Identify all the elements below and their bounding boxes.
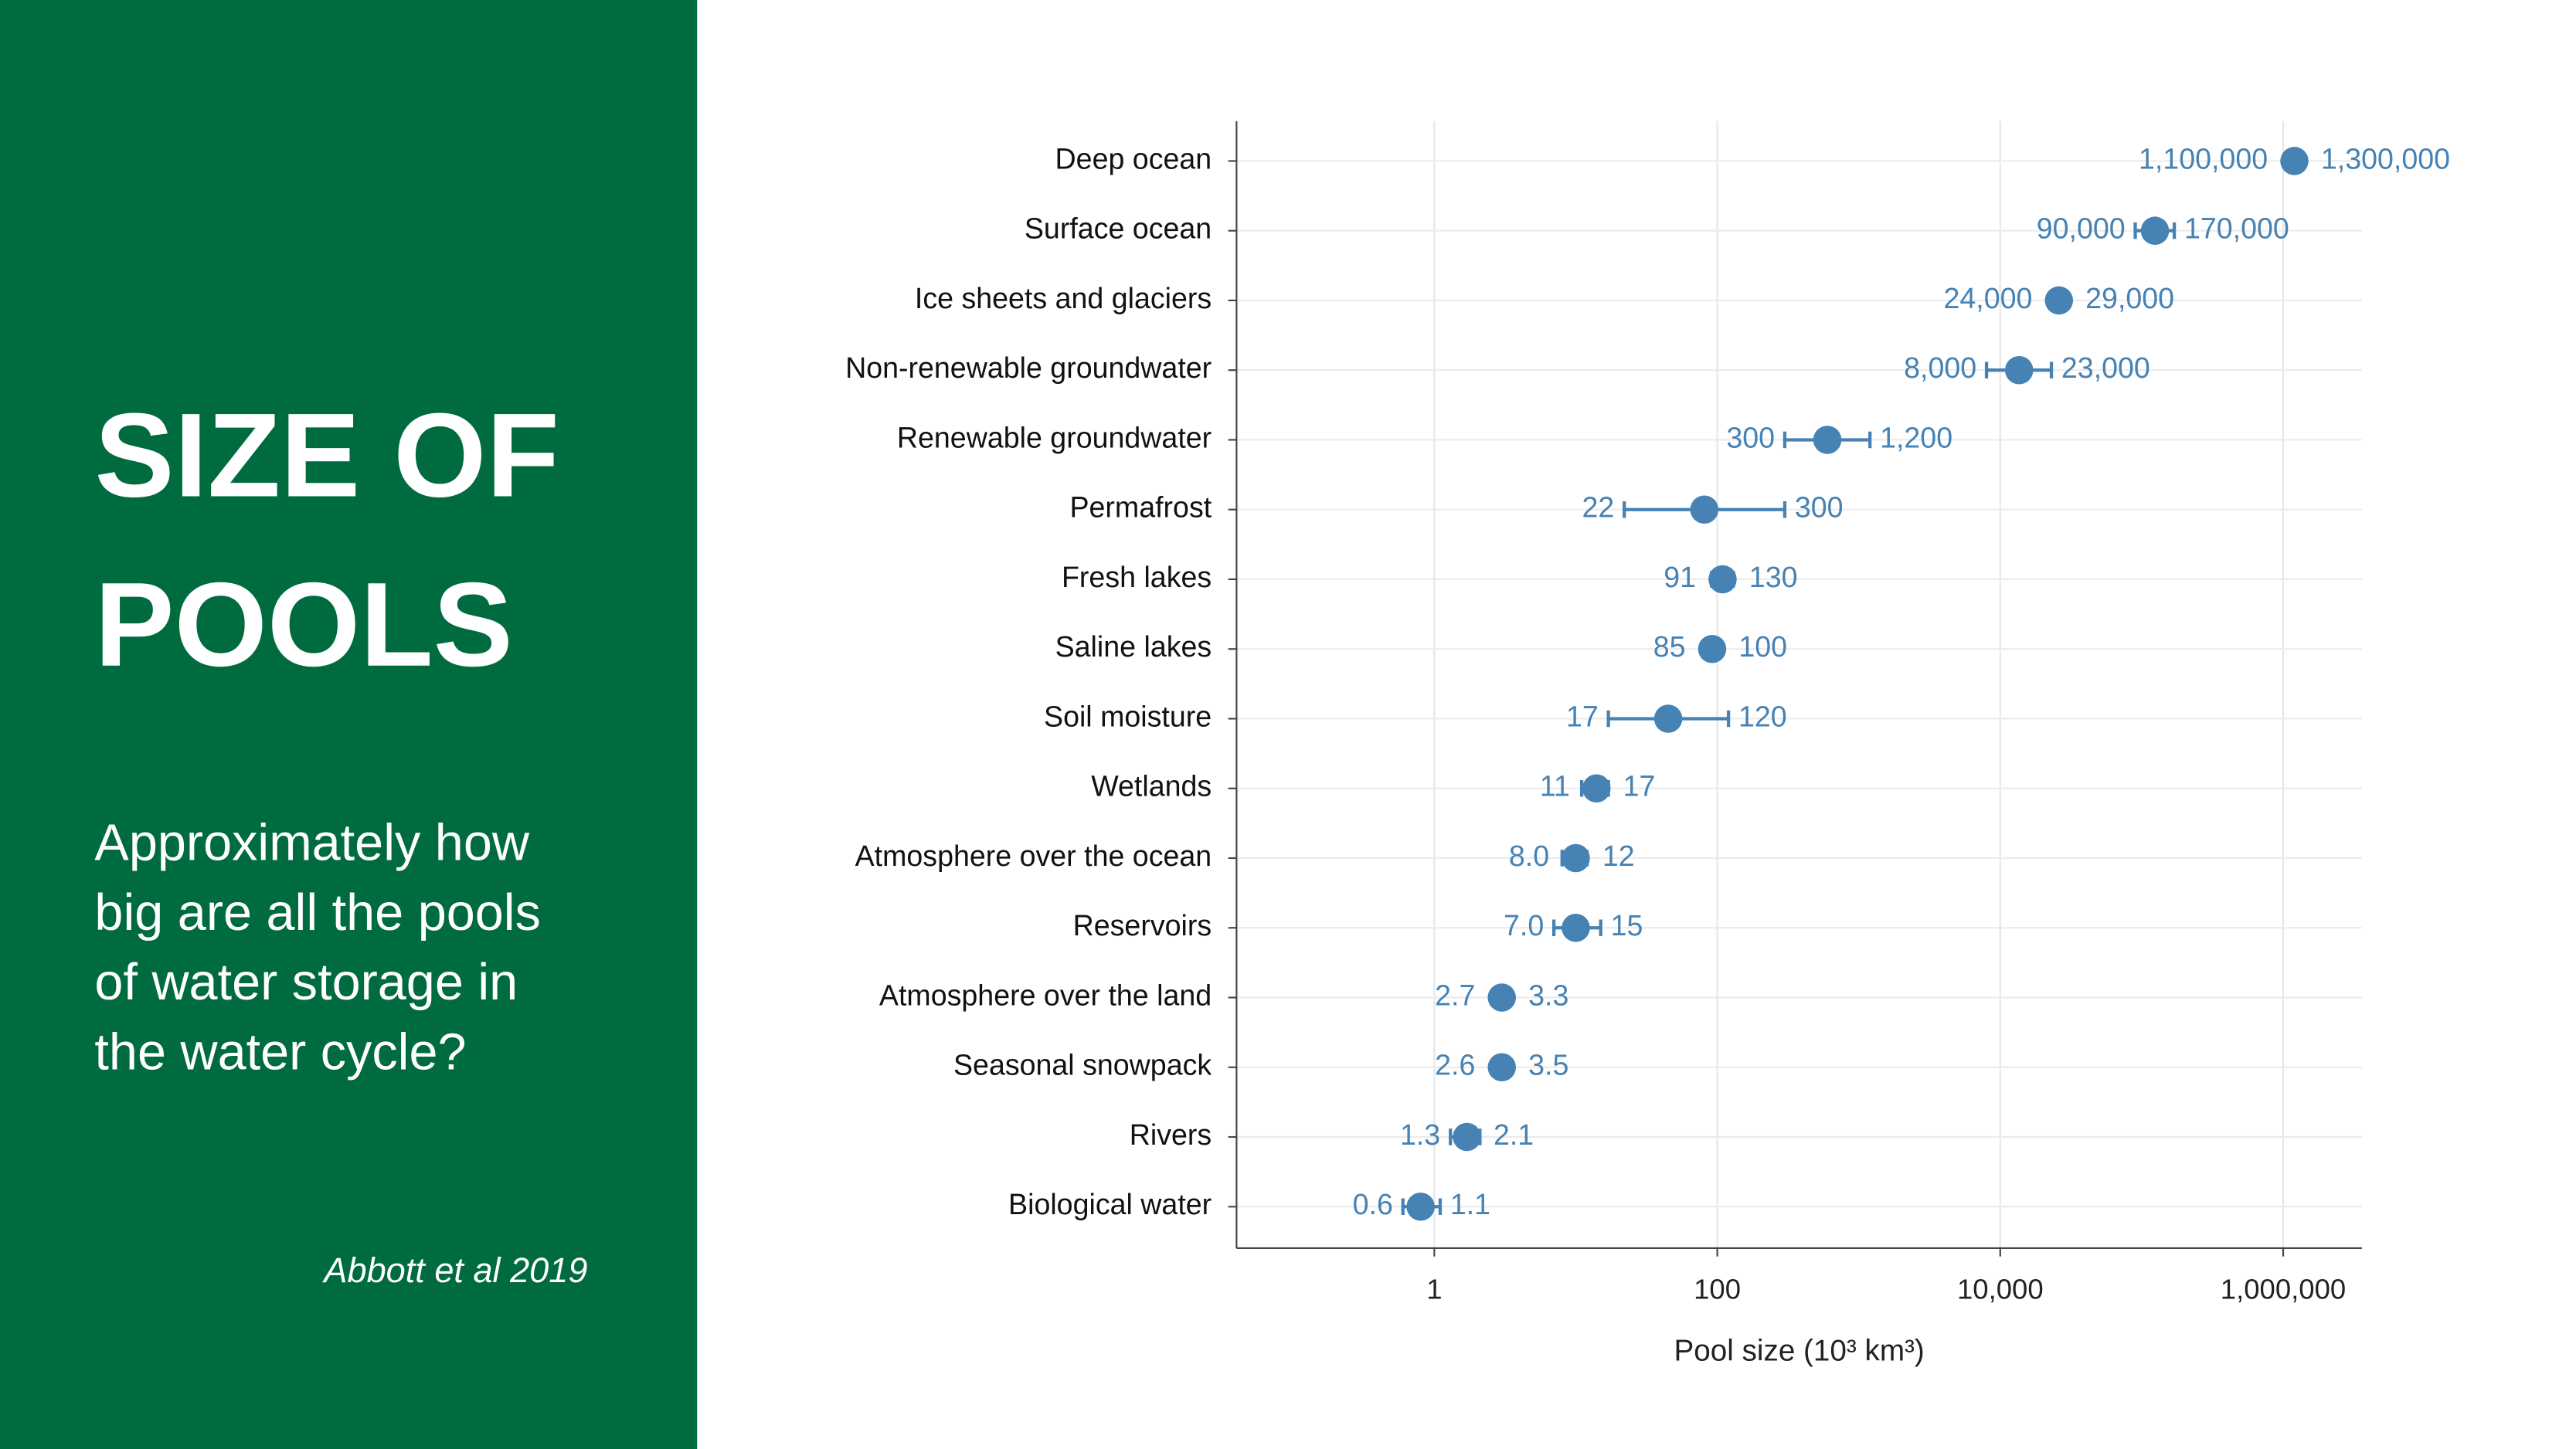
point <box>1698 634 1727 663</box>
y-tick-label: Atmosphere over the land <box>879 979 1212 1011</box>
point <box>2044 286 2074 315</box>
point <box>1487 1053 1517 1082</box>
y-tick-label: Deep ocean <box>1055 142 1212 175</box>
x-tick-label: 100 <box>1694 1273 1741 1305</box>
x-tick-label: 1,000,000 <box>2221 1273 2346 1305</box>
point <box>1653 704 1683 733</box>
x-axis-label: Pool size (10³ km³) <box>1674 1335 1924 1368</box>
slide-title: POOLS <box>94 558 512 691</box>
y-tick-label: Rivers <box>1130 1118 1212 1151</box>
high-label: 1,200 <box>1880 421 1952 453</box>
low-label: 8.0 <box>1509 840 1549 872</box>
subtitle: of water storage in <box>94 954 518 1011</box>
point <box>1406 1192 1435 1221</box>
citation: Abbott et al 2019 <box>321 1250 587 1290</box>
point <box>1562 843 1590 873</box>
high-label: 17 <box>1623 770 1656 803</box>
high-label: 120 <box>1738 700 1787 732</box>
low-label: 1.3 <box>1400 1118 1440 1151</box>
low-label: 8,000 <box>1904 351 1976 384</box>
low-label: 7.0 <box>1504 909 1544 942</box>
subtitle: the water cycle? <box>94 1023 466 1081</box>
y-tick-label: Biological water <box>1008 1188 1212 1220</box>
point <box>1690 495 1719 524</box>
high-label: 29,000 <box>2085 282 2174 314</box>
point <box>1453 1122 1481 1152</box>
high-label: 1.1 <box>1450 1188 1490 1220</box>
high-label: 12 <box>1602 840 1635 872</box>
point <box>1582 774 1611 803</box>
low-label: 2.6 <box>1435 1049 1475 1081</box>
low-label: 1,100,000 <box>2139 142 2268 175</box>
high-label: 3.5 <box>1528 1049 1568 1081</box>
y-tick-label: Permafrost <box>1069 491 1212 524</box>
y-tick-label: Seasonal snowpack <box>953 1049 1212 1081</box>
point <box>1813 426 1842 454</box>
low-label: 0.6 <box>1353 1188 1393 1220</box>
high-label: 300 <box>1795 491 1844 524</box>
point <box>2004 355 2034 385</box>
point <box>1708 565 1737 594</box>
y-tick-label: Fresh lakes <box>1062 561 1212 593</box>
low-label: 24,000 <box>1944 282 2033 314</box>
y-tick-label: Saline lakes <box>1055 630 1212 663</box>
y-tick-label: Ice sheets and glaciers <box>915 282 1212 314</box>
point <box>2140 216 2170 245</box>
y-tick-label: Reservoirs <box>1073 909 1212 942</box>
y-tick-label: Atmosphere over the ocean <box>855 840 1212 872</box>
point <box>1562 913 1590 942</box>
high-label: 1,300,000 <box>2321 142 2450 175</box>
low-label: 2.7 <box>1435 979 1475 1011</box>
side-panel <box>0 0 698 1449</box>
slide-title: SIZE OF <box>94 389 559 522</box>
low-label: 17 <box>1566 700 1599 732</box>
high-label: 3.3 <box>1528 979 1568 1011</box>
y-tick-label: Non-renewable groundwater <box>845 351 1212 384</box>
x-tick-label: 1 <box>1426 1273 1442 1305</box>
low-label: 85 <box>1653 630 1686 663</box>
low-label: 300 <box>1726 421 1775 453</box>
subtitle: Approximately how <box>94 815 529 872</box>
subtitle: big are all the pools <box>94 884 540 942</box>
high-label: 130 <box>1749 561 1798 593</box>
high-label: 2.1 <box>1494 1118 1534 1151</box>
y-tick-label: Wetlands <box>1091 770 1212 803</box>
high-label: 23,000 <box>2061 351 2150 384</box>
high-label: 15 <box>1611 909 1643 942</box>
point <box>2280 147 2309 175</box>
y-tick-label: Surface ocean <box>1025 212 1212 245</box>
x-tick-label: 10,000 <box>1957 1273 2044 1305</box>
low-label: 91 <box>1664 561 1696 593</box>
low-label: 11 <box>1540 770 1570 803</box>
y-tick-label: Renewable groundwater <box>897 421 1212 453</box>
y-tick-label: Soil moisture <box>1044 700 1212 732</box>
low-label: 22 <box>1582 491 1614 524</box>
high-label: 170,000 <box>2184 212 2289 245</box>
high-label: 100 <box>1738 630 1787 663</box>
point <box>1487 983 1517 1012</box>
low-label: 90,000 <box>2037 212 2126 245</box>
